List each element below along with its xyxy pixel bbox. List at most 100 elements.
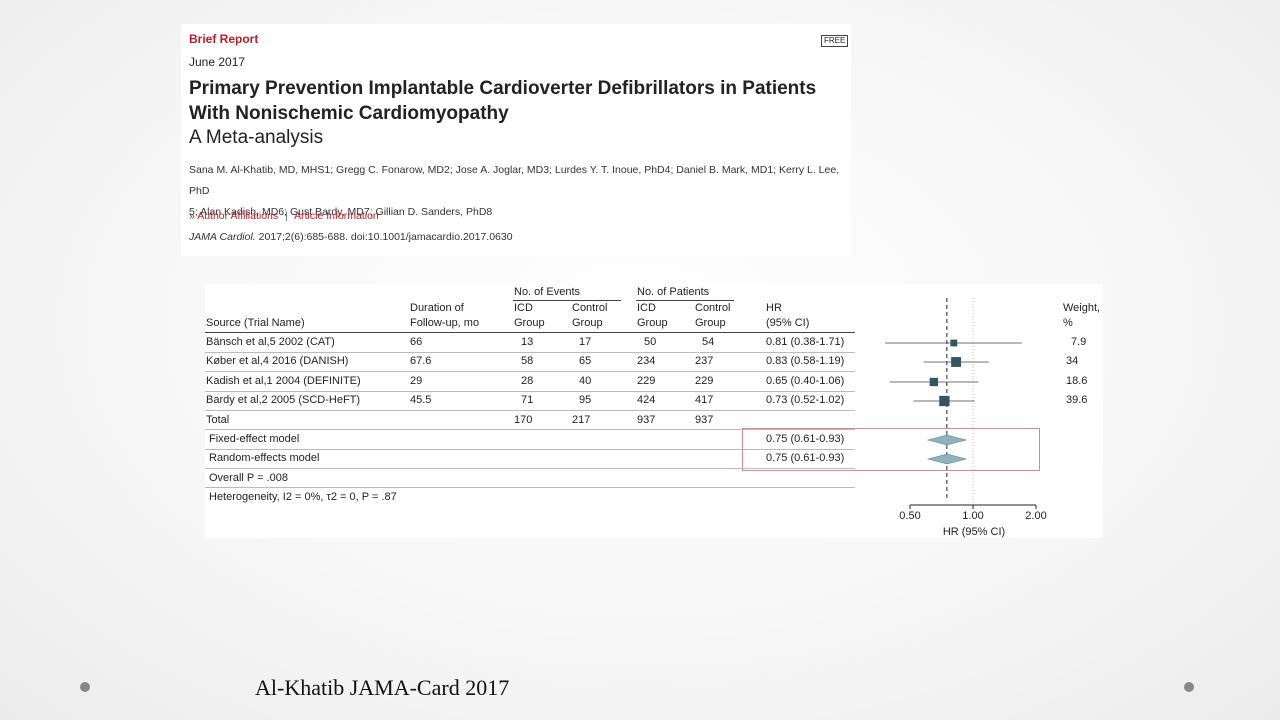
col-pt-icd-header-1: ICD xyxy=(637,302,656,314)
row-ev-ctrl: 17 xyxy=(579,336,592,348)
row-pt-icd: 229 xyxy=(637,375,656,387)
col-pt-icd-header-2: Group xyxy=(637,317,668,329)
row-duration: 45.5 xyxy=(410,394,432,406)
row-divider xyxy=(205,371,855,372)
free-badge: FREE xyxy=(821,35,849,47)
row-weight: 34 xyxy=(1066,355,1079,367)
x-tick-label: 1.00 xyxy=(962,510,983,522)
row-pt-icd: 234 xyxy=(637,355,656,367)
row-divider xyxy=(205,449,855,450)
row-divider xyxy=(205,429,855,430)
study-point-square xyxy=(939,395,950,407)
patients-group-header: No. of Patients xyxy=(637,286,710,298)
row-ev-icd: 13 xyxy=(521,336,534,348)
author-list: Sana M. Al-Khatib, MD, MHS1; Gregg C. Fo… xyxy=(189,160,849,223)
row-duration: 67.6 xyxy=(410,355,432,367)
row-source: Bardy et al,2 2005 (SCD-HeFT) xyxy=(206,394,361,406)
overall-p-value: Overall P = .008 xyxy=(209,472,288,484)
row-ev-icd: 28 xyxy=(521,375,534,387)
article-links: » Author Affiliations | Article Informat… xyxy=(189,210,379,222)
col-ev-ctrl-header-2: Group xyxy=(572,317,603,329)
forest-plot-figure: No. of Events No. of Patients Source (Tr… xyxy=(205,284,1103,538)
col-duration-header-1: Duration of xyxy=(410,302,464,314)
col-pt-ctrl-header-2: Group xyxy=(695,317,726,329)
col-ev-icd-header-2: Group xyxy=(514,317,545,329)
col-ev-ctrl-header-1: Control xyxy=(572,302,608,314)
col-hr-header-2: (95% CI) xyxy=(766,317,810,329)
events-header-rule xyxy=(513,300,621,301)
x-tick-label: 0.50 xyxy=(899,510,920,522)
row-pt-ctrl: 237 xyxy=(695,355,714,367)
row-source: Bänsch et al,5 2002 (CAT) xyxy=(206,336,335,348)
next-slide-dot[interactable] xyxy=(1184,682,1194,692)
total-pt-icd: 937 xyxy=(637,414,656,426)
patients-header-rule xyxy=(636,300,734,301)
link-separator: | xyxy=(285,210,288,222)
author-line-2: 5; Alan Kadish, MD6; Gust Bardy, MD7; Gi… xyxy=(189,206,493,218)
fixed-effect-hr: 0.75 (0.61-0.93) xyxy=(766,433,845,445)
study-point-square xyxy=(929,377,939,387)
row-duration: 66 xyxy=(410,336,423,348)
report-type-label: Brief Report xyxy=(189,32,259,46)
col-hr-header-1: HR xyxy=(766,302,782,314)
col-pt-ctrl-header-1: Control xyxy=(695,302,731,314)
header-bottom-rule xyxy=(205,332,855,333)
row-ev-icd: 71 xyxy=(521,394,534,406)
row-hr: 0.83 (0.58-1.19) xyxy=(766,355,845,367)
pooled-diamond xyxy=(926,434,967,446)
citation: JAMA Cardiol. 2017;2(6):685-688. doi:10.… xyxy=(189,231,513,243)
row-source: Kadish et al,1 2004 (DEFINITE) xyxy=(206,375,361,387)
row-hr: 0.65 (0.40-1.06) xyxy=(766,375,845,387)
random-effects-label: Random-effects model xyxy=(209,452,320,464)
row-ev-ctrl: 65 xyxy=(579,355,592,367)
author-line-1: Sana M. Al-Khatib, MD, MHS1; Gregg C. Fo… xyxy=(189,164,840,197)
slide-caption: Al-Khatib JAMA-Card 2017 xyxy=(255,675,510,700)
col-duration-header-2: Follow-up, mo xyxy=(410,317,480,329)
citation-journal: JAMA Cardiol. xyxy=(189,231,256,243)
row-weight: 39.6 xyxy=(1066,394,1088,406)
x-tick-label: 2.00 xyxy=(1025,510,1046,522)
article-information-link[interactable]: Article Information xyxy=(294,210,379,222)
chevron-right-icon: » xyxy=(189,210,195,222)
col-weight-header-1: Weight, xyxy=(1063,302,1101,314)
row-divider xyxy=(205,352,855,353)
random-effects-hr: 0.75 (0.61-0.93) xyxy=(766,452,845,464)
row-weight: 7.9 xyxy=(1071,336,1087,348)
previous-slide-dot[interactable] xyxy=(80,682,90,692)
pooled-estimate-highlight xyxy=(742,428,1040,471)
row-divider xyxy=(205,468,855,469)
publication-date: June 2017 xyxy=(189,55,246,69)
col-source-header: Source (Trial Name) xyxy=(206,317,305,329)
row-divider xyxy=(205,487,855,488)
citation-details: 2017;2(6):685-688. doi:10.1001/jamacardi… xyxy=(255,231,513,243)
total-pt-ctrl: 937 xyxy=(695,414,714,426)
row-ev-icd: 58 xyxy=(521,355,534,367)
row-pt-ctrl: 417 xyxy=(695,394,714,406)
article-header: Brief Report FREE June 2017 Primary Prev… xyxy=(181,24,851,256)
study-point-square xyxy=(951,357,961,367)
total-ev-icd: 170 xyxy=(514,414,533,426)
row-duration: 29 xyxy=(410,375,423,387)
col-ev-icd-header-1: ICD xyxy=(514,302,533,314)
row-hr: 0.81 (0.38-1.71) xyxy=(766,336,845,348)
row-ev-ctrl: 95 xyxy=(579,394,592,406)
row-weight: 18.6 xyxy=(1066,375,1088,387)
events-group-header: No. of Events xyxy=(514,286,581,298)
x-axis-label: HR (95% CI) xyxy=(943,526,1005,538)
row-divider xyxy=(205,410,855,411)
study-point-square xyxy=(950,339,958,347)
total-ev-ctrl: 217 xyxy=(572,414,591,426)
row-pt-icd: 424 xyxy=(637,394,656,406)
row-pt-icd: 50 xyxy=(644,336,657,348)
article-subtitle: A Meta-analysis xyxy=(189,127,324,148)
row-pt-ctrl: 54 xyxy=(702,336,715,348)
row-ev-ctrl: 40 xyxy=(579,375,592,387)
total-label: Total xyxy=(206,414,230,426)
row-source: Køber et al,4 2016 (DANISH) xyxy=(206,355,349,367)
forest-plot: 0.50 1.00 2.00 HR (95% CI) xyxy=(885,298,1047,538)
author-affiliations-link[interactable]: Author Affiliations xyxy=(197,210,279,222)
article-title: Primary Prevention Implantable Cardiover… xyxy=(189,78,817,124)
row-divider xyxy=(205,391,855,392)
fixed-effect-label: Fixed-effect model xyxy=(209,433,300,445)
heterogeneity-stats: Heterogeneity, I2 = 0%, τ2 = 0, P = .87 xyxy=(209,491,397,503)
